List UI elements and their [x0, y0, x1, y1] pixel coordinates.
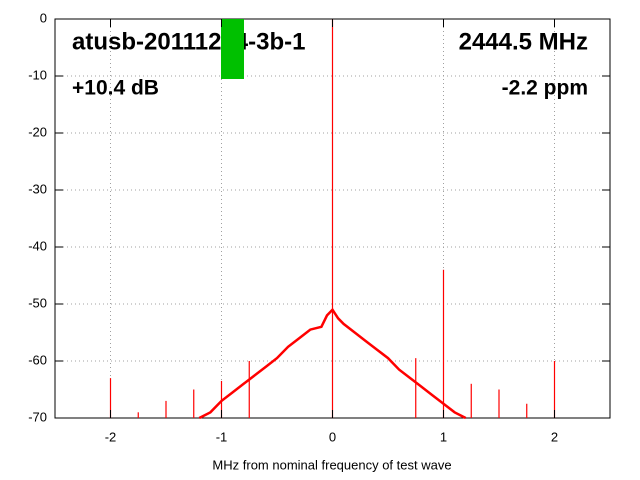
y-tick-label: -10	[28, 67, 47, 82]
y-tick-label: -40	[28, 238, 47, 253]
y-tick-label: -50	[28, 295, 47, 310]
y-tick-label: 0	[40, 10, 47, 25]
x-tick-label: -1	[216, 429, 228, 444]
offset-label: -2.2 ppm	[502, 77, 588, 100]
x-tick-label: 0	[329, 429, 336, 444]
frequency-label: 2444.5 MHz	[459, 28, 588, 55]
y-tick-label: -20	[28, 124, 47, 139]
x-tick-label: 1	[440, 429, 447, 444]
y-tick-label: -30	[28, 181, 47, 196]
chart-title: atusb-20111214-3b-1	[72, 28, 305, 55]
x-tick-label: -2	[105, 429, 117, 444]
y-tick-label: -70	[28, 409, 47, 424]
level-indicator	[221, 19, 244, 79]
spectrum-line	[198, 307, 467, 420]
y-tick-label: -60	[28, 352, 47, 367]
x-tick-label: 2	[551, 429, 558, 444]
level-label: +10.4 dB	[72, 77, 159, 100]
x-axis-label: MHz from nominal frequency of test wave	[212, 457, 451, 472]
